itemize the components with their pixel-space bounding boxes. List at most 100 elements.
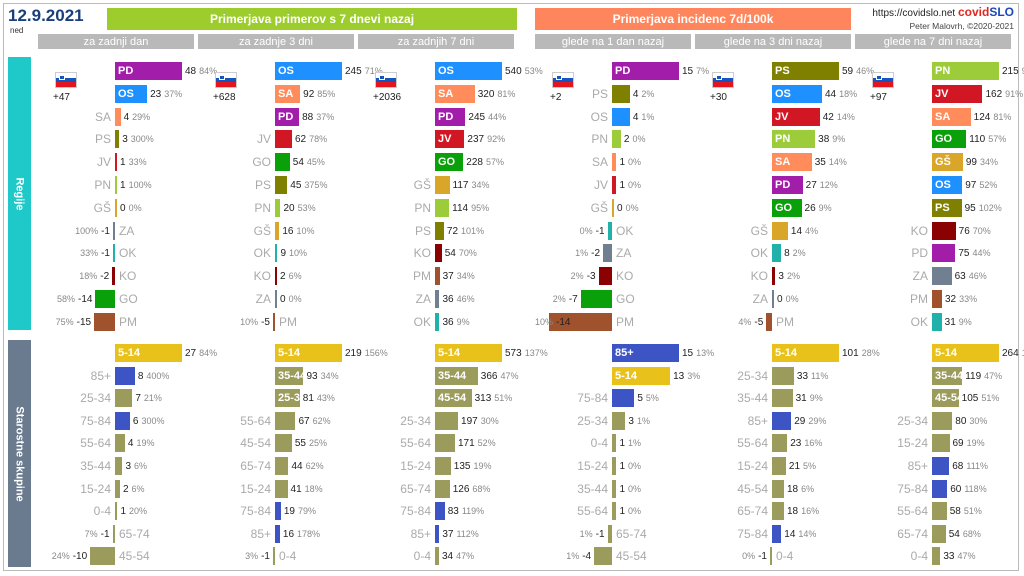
- value-number: -1: [101, 248, 110, 260]
- bar-label: OS: [438, 65, 454, 77]
- value-label: 4% -5: [695, 313, 763, 332]
- report-day: ned: [10, 26, 24, 35]
- category-label: 0-4: [776, 549, 794, 564]
- value-percent: 10%: [240, 316, 259, 327]
- data-bar: [612, 107, 630, 126]
- category-label: PM: [119, 314, 137, 329]
- site-url[interactable]: https://covidslo.net: [872, 8, 956, 19]
- value-percent: 68%: [962, 528, 981, 539]
- value-percent: 44%: [972, 248, 991, 259]
- value-number: 1: [619, 461, 626, 472]
- value-label: 18 6%: [787, 480, 814, 499]
- value-number: 0: [280, 294, 286, 305]
- value-label: 320 81%: [478, 85, 516, 104]
- value-number: 26: [804, 202, 816, 214]
- category-label: 65-74: [400, 481, 431, 496]
- value-label: 7 21%: [135, 389, 162, 408]
- category-label: 0-4: [590, 436, 608, 451]
- value-label: 18% -2: [38, 267, 109, 286]
- data-bar: [607, 524, 612, 543]
- value-number: 95: [964, 202, 976, 214]
- value-percent: 53%: [297, 202, 316, 213]
- value-percent: 34%: [456, 271, 475, 282]
- value-percent: 43%: [316, 393, 335, 404]
- value-percent: 0%: [628, 180, 642, 190]
- value-percent: 47%: [984, 370, 1003, 381]
- value-label: 197 30%: [461, 412, 499, 431]
- column-header: glede na 3 dni nazaj: [695, 34, 851, 49]
- value-number: 44: [824, 88, 837, 100]
- data-bar: 5-14: [612, 366, 671, 385]
- value-percent: 34%: [979, 157, 998, 168]
- value-number: -2: [100, 271, 110, 283]
- bar-label: OS: [278, 65, 294, 77]
- data-bar: 85+: [612, 344, 679, 362]
- value-percent: 6%: [288, 271, 302, 282]
- bar-label: GŠ: [935, 156, 951, 169]
- value-percent: 0%: [628, 506, 642, 517]
- value-percent: 44%: [488, 111, 507, 122]
- value-label: 59 46%: [842, 62, 874, 81]
- category-label: 75-84: [400, 504, 431, 519]
- value-label: 1 0%: [619, 502, 641, 521]
- value-number: -7: [568, 294, 578, 305]
- value-number: 31: [795, 393, 807, 405]
- value-percent: 137%: [524, 348, 548, 358]
- value-number: 2: [623, 134, 630, 146]
- data-bar: [932, 547, 941, 566]
- value-label: 366 47%: [481, 367, 519, 386]
- category-label: PS: [414, 223, 431, 238]
- value-number: -5: [754, 316, 764, 328]
- value-percent: 33%: [959, 294, 978, 304]
- value-percent: 3%: [245, 551, 259, 562]
- value-label: 1% -2: [535, 244, 600, 263]
- value-label: 100% -1: [38, 222, 110, 241]
- data-bar: OS: [932, 176, 963, 194]
- data-bar: [607, 221, 612, 240]
- value-percent: 53%: [524, 66, 543, 76]
- category-label: 85+: [250, 526, 271, 541]
- bar-label: 5-14: [615, 369, 638, 382]
- value-percent: 28%: [861, 348, 880, 358]
- value-label: 3 2%: [778, 267, 800, 286]
- value-label: 99 34%: [966, 153, 998, 172]
- value-percent: 37%: [316, 111, 335, 122]
- value-label: 44 62%: [291, 457, 323, 476]
- data-bar: [275, 198, 281, 217]
- value-label: 3 300%: [122, 130, 154, 149]
- value-percent: 1%: [575, 248, 589, 259]
- value-percent: 375%: [304, 180, 328, 190]
- value-percent: 2%: [792, 248, 806, 259]
- bar-label: PS: [935, 201, 950, 214]
- data-bar: PN: [772, 130, 816, 149]
- value-label: 42 14%: [823, 108, 855, 127]
- value-percent: 19%: [966, 438, 985, 449]
- value-percent: 6%: [131, 483, 145, 494]
- value-number: 37: [442, 271, 454, 283]
- value-percent: 0%: [625, 202, 639, 213]
- category-label: 55-64: [737, 436, 768, 451]
- category-label: ZA: [616, 246, 632, 261]
- data-bar: [603, 244, 612, 263]
- category-label: GO: [616, 292, 635, 306]
- data-bar: [932, 290, 942, 308]
- value-percent: 1%: [636, 415, 650, 426]
- data-bar: [275, 176, 288, 194]
- author-credit: Peter Malovrh, ©2020-2021: [909, 21, 1014, 31]
- data-bar: PD: [275, 107, 300, 126]
- value-label: 3 6%: [125, 457, 147, 476]
- value-label: 95 102%: [965, 199, 1002, 218]
- data-bar: JV: [772, 107, 820, 126]
- value-percent: 37%: [164, 88, 183, 99]
- value-percent: 2%: [552, 294, 566, 304]
- value-number: 27: [805, 180, 817, 191]
- title-cases-comparison: Primerjava primerov s 7 dnevi nazaj: [107, 8, 517, 30]
- data-bar: [932, 221, 956, 240]
- data-bar: OS: [115, 84, 148, 103]
- category-label: GO: [252, 155, 271, 170]
- data-bar: [115, 389, 133, 408]
- value-label: 58 51%: [950, 502, 982, 521]
- category-label: PN: [414, 200, 431, 215]
- value-label: 54 68%: [949, 525, 981, 544]
- value-number: -1: [595, 225, 605, 237]
